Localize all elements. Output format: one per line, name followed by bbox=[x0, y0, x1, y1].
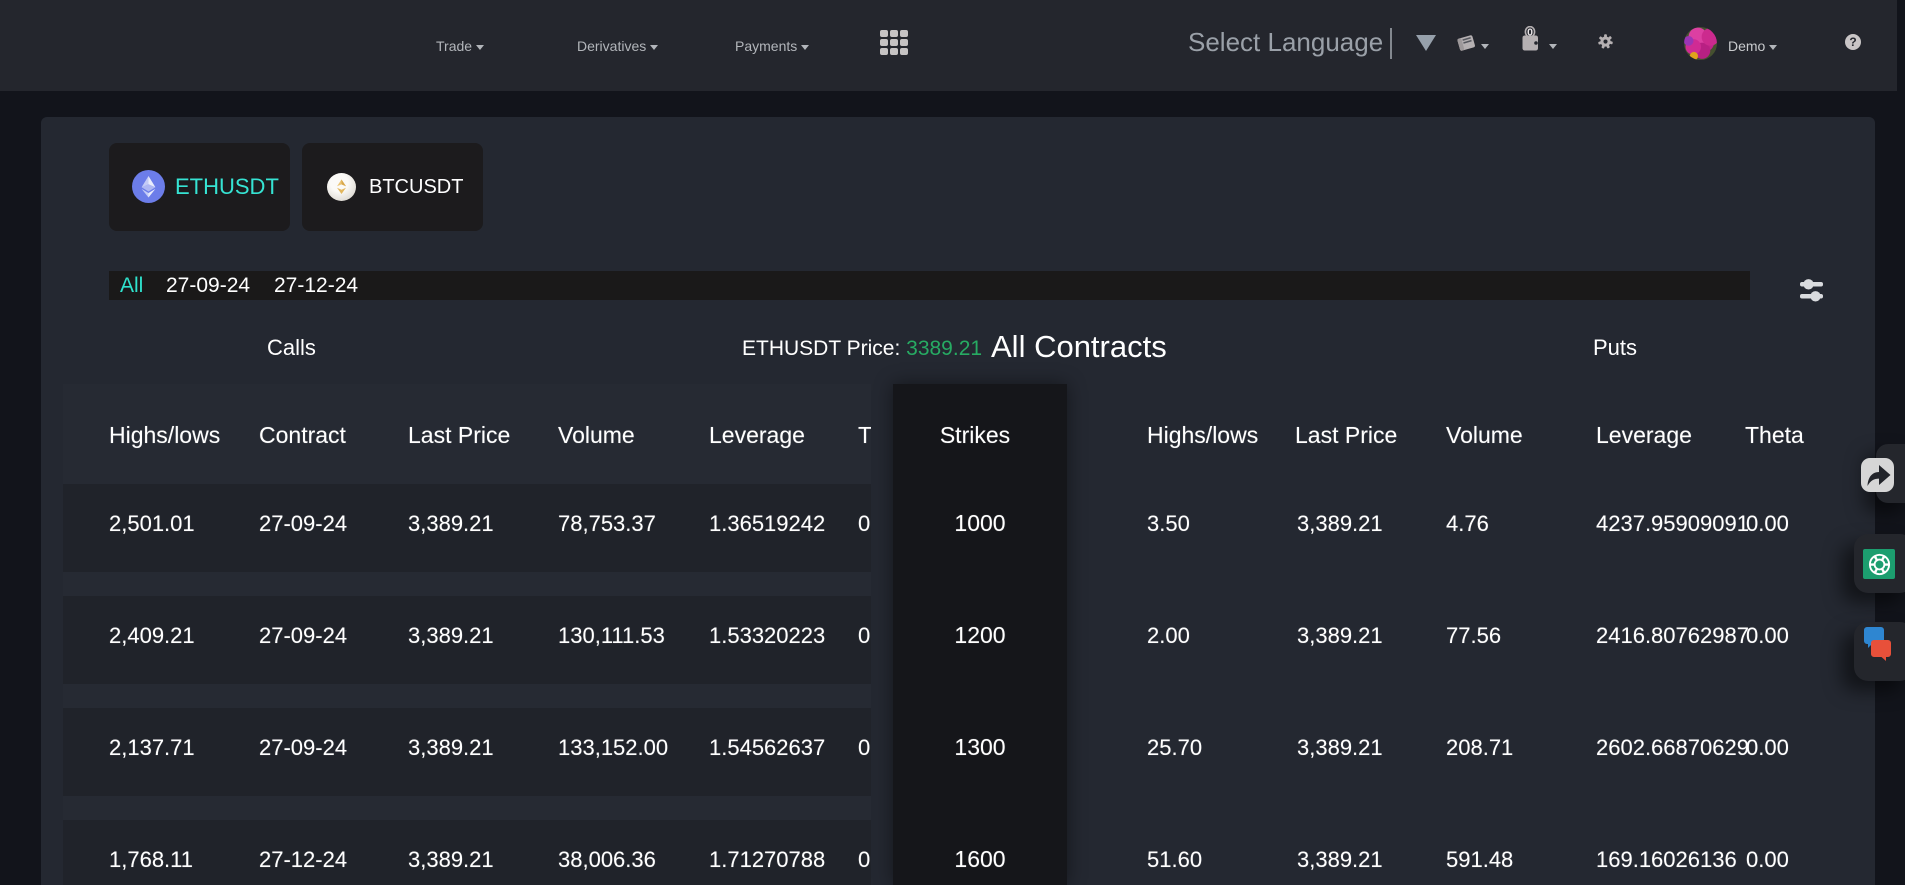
svg-text:0: 0 bbox=[1527, 27, 1533, 39]
